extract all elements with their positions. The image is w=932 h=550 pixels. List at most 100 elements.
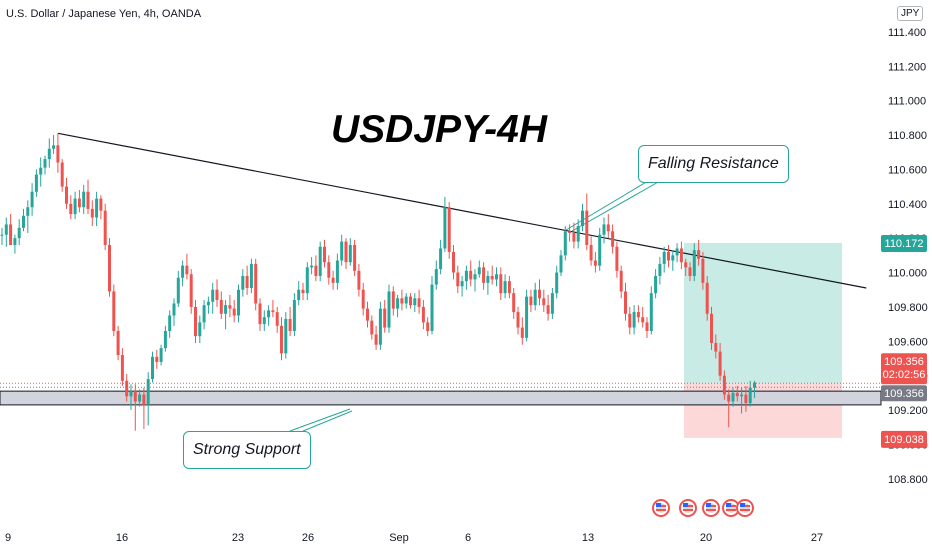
strong-support-callout[interactable]: Strong Support — [183, 431, 311, 469]
candle-body — [301, 289, 305, 294]
y-tick-label: 109.600 — [888, 336, 928, 348]
candle — [460, 275, 464, 297]
falling-resistance-callout[interactable]: Falling Resistance — [638, 145, 789, 183]
candle-body — [722, 375, 726, 395]
candle-body — [77, 198, 81, 208]
candle-body — [56, 145, 60, 163]
candle — [237, 284, 240, 323]
candle — [224, 300, 228, 330]
y-tick-label: 111.000 — [888, 96, 926, 108]
candle — [211, 282, 215, 314]
candle — [658, 257, 662, 285]
candle-body — [645, 322, 649, 331]
candle-body — [628, 313, 632, 328]
candle — [267, 305, 271, 326]
candle — [366, 301, 369, 328]
candle-body — [641, 317, 645, 323]
y-tick-label: 110.600 — [888, 164, 927, 176]
candle — [641, 306, 645, 328]
candle-body — [99, 198, 103, 211]
candle — [667, 245, 670, 268]
us-flag-icon — [679, 499, 697, 517]
candle-body — [452, 251, 455, 273]
candle-body — [563, 231, 567, 256]
candle — [172, 298, 176, 326]
candle-body — [224, 305, 228, 314]
candle-body — [538, 289, 541, 299]
candle-body — [237, 289, 240, 316]
candle-body — [555, 272, 559, 294]
y-tick-label: 109.200 — [888, 405, 928, 417]
candle-body — [469, 270, 473, 280]
candle-body — [310, 265, 314, 268]
candle-body — [748, 387, 752, 404]
candle — [181, 260, 185, 287]
candle-body — [615, 246, 619, 271]
entry-price-tag-text: 109.356 — [884, 388, 924, 400]
candle — [654, 269, 658, 299]
candle — [615, 241, 619, 278]
candle-body — [705, 282, 709, 314]
candle — [568, 224, 572, 242]
candle-body — [305, 267, 309, 294]
candle — [477, 260, 481, 278]
stop-price-tag-text: 109.038 — [884, 434, 924, 446]
candle-body — [206, 301, 210, 306]
candle — [280, 317, 283, 361]
candle — [538, 279, 541, 306]
candle — [275, 306, 279, 333]
target-zone — [684, 242, 842, 384]
y-tick-label: 110.000 — [888, 268, 927, 280]
y-tick-label: 110.800 — [888, 130, 927, 142]
y-tick-label: 111.200 — [888, 61, 926, 73]
candle-body — [701, 258, 705, 283]
candle — [271, 300, 275, 318]
candle-body — [318, 246, 322, 276]
candle-body — [486, 275, 490, 283]
candle — [335, 253, 339, 290]
candle — [572, 222, 576, 249]
candle-body — [60, 162, 64, 187]
candle-body — [361, 289, 365, 309]
candle — [387, 284, 391, 333]
candle-body — [176, 277, 180, 304]
candle — [9, 214, 13, 246]
candle-body — [26, 207, 30, 216]
candle — [155, 349, 159, 369]
candle-body — [185, 265, 189, 275]
candle-body — [151, 356, 154, 380]
symbol-title: U.S. Dollar / Japanese Yen, 4h, OANDA — [6, 8, 202, 20]
candle — [705, 275, 709, 321]
candle — [499, 267, 503, 301]
candle — [722, 370, 726, 400]
event-icons — [652, 499, 754, 517]
y-tick-label: 110.400 — [888, 199, 927, 211]
candle — [542, 289, 546, 313]
candle — [90, 200, 94, 227]
candle — [254, 258, 258, 311]
candle-body — [533, 289, 537, 306]
candle-body — [9, 224, 13, 246]
candle-body — [688, 267, 692, 276]
candle — [378, 301, 382, 350]
candle-body — [142, 394, 146, 405]
candle — [443, 196, 447, 252]
candle — [305, 262, 309, 301]
candle — [671, 250, 675, 271]
currency-badge[interactable]: JPY — [897, 6, 924, 21]
candle — [546, 294, 550, 321]
candle-body — [327, 262, 331, 278]
candle — [697, 239, 701, 266]
candle-body — [172, 303, 176, 316]
falling-resistance-line — [57, 132, 867, 289]
candle — [99, 195, 103, 220]
candle — [490, 265, 494, 285]
candle-body — [168, 315, 172, 331]
candle — [744, 385, 748, 412]
candle — [86, 179, 90, 215]
candle — [56, 133, 60, 173]
candle — [710, 306, 713, 350]
candle-body — [189, 274, 193, 307]
